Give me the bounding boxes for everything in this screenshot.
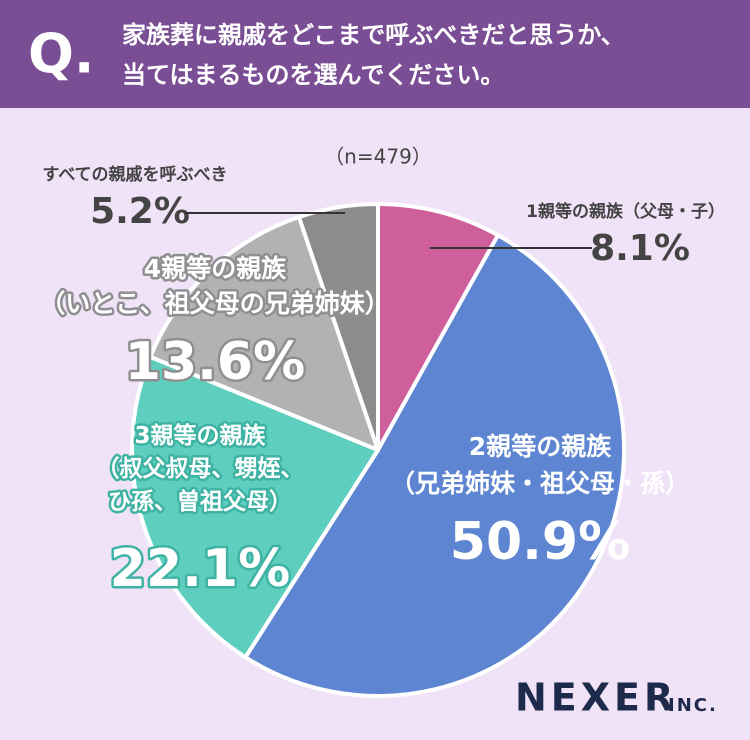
value-label: 50.9% (450, 512, 630, 572)
title-line: 当てはまるものを選んでください。 (122, 61, 504, 89)
category-label: すべての親戚を呼ぶべき (42, 164, 227, 185)
logo: NEXER (515, 676, 677, 720)
pie-slice (130, 354, 380, 660)
category-label: 3親等の親族（叔父叔母、甥姪、ひ孫、曽祖父母） (97, 422, 304, 515)
value-label: 5.2% (90, 191, 190, 232)
pie-slice (376, 202, 500, 452)
category-label: 4親等の親族（いとこ、祖父母の兄弟姉妹） (40, 254, 390, 318)
value-label: 13.6% (125, 332, 305, 392)
category-label: 1親等の親族（父母・子） (526, 201, 725, 222)
pie (130, 202, 626, 698)
pie-slice (148, 215, 380, 452)
logo-suffix: INC. (668, 695, 718, 716)
title-line: 家族葬に親戚をどこまで呼ぶべきだと思うか、 (122, 21, 625, 49)
pie-slice (296, 202, 380, 452)
subtitle: （n=479） (324, 145, 432, 169)
value-label: 8.1% (590, 228, 690, 269)
header-band (0, 0, 750, 108)
pie-slice (243, 233, 626, 698)
category-label: 2親等の親族（兄弟姉妹・祖父母・孫） (390, 432, 690, 498)
labels: 1親等の親族（父母・子） 8.1% 2親等の親族（兄弟姉妹・祖父母・孫） 50.9% 3… (38, 164, 725, 602)
value-label: 22.1% (110, 539, 290, 599)
question-mark: Q. (28, 23, 94, 86)
